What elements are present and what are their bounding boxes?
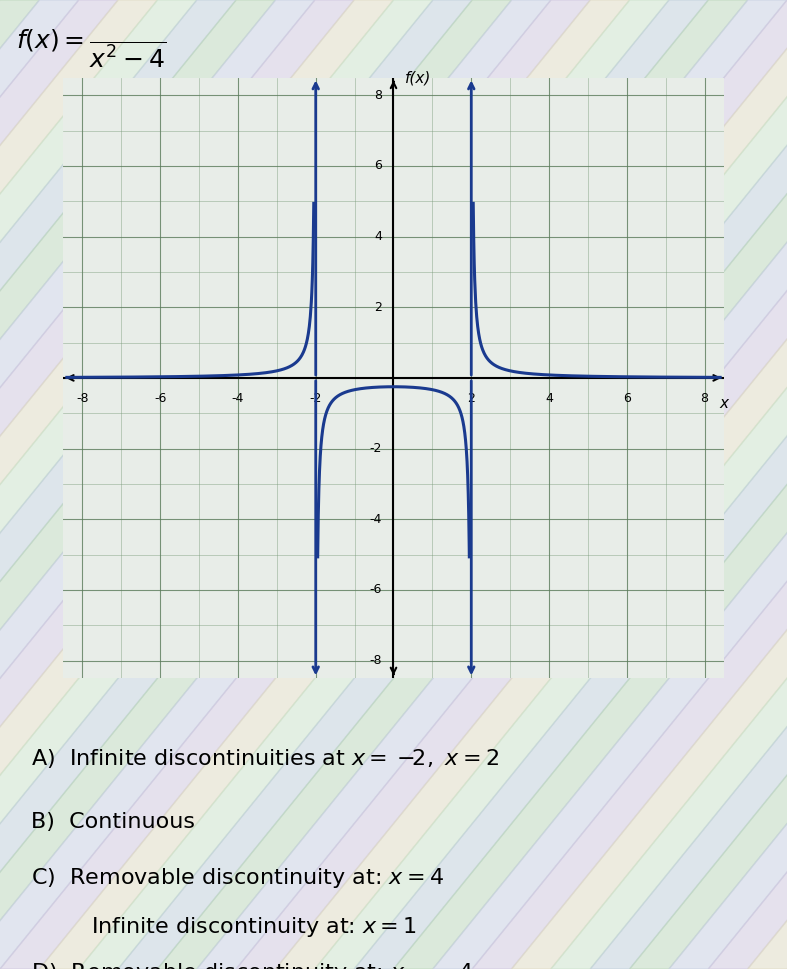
Polygon shape — [315, 0, 787, 969]
Polygon shape — [590, 0, 787, 969]
Polygon shape — [394, 0, 787, 969]
Text: 6: 6 — [374, 159, 382, 172]
Polygon shape — [0, 0, 315, 969]
Text: Infinite discontinuity at: $x = 1$: Infinite discontinuity at: $x = 1$ — [91, 915, 417, 939]
Polygon shape — [157, 0, 787, 969]
Polygon shape — [0, 0, 512, 969]
Text: -8: -8 — [76, 392, 89, 405]
Text: -8: -8 — [369, 654, 382, 667]
Polygon shape — [236, 0, 787, 969]
Polygon shape — [118, 0, 787, 969]
Text: 8: 8 — [374, 89, 382, 102]
Polygon shape — [0, 0, 236, 969]
Polygon shape — [0, 0, 39, 969]
Polygon shape — [0, 0, 118, 969]
Text: -6: -6 — [154, 392, 166, 405]
Polygon shape — [0, 0, 79, 969]
Polygon shape — [0, 0, 748, 969]
Polygon shape — [354, 0, 787, 969]
Polygon shape — [551, 0, 787, 969]
Polygon shape — [512, 0, 787, 969]
Polygon shape — [0, 0, 197, 969]
Polygon shape — [0, 0, 708, 969]
Polygon shape — [0, 0, 433, 969]
Text: 4: 4 — [374, 230, 382, 243]
Polygon shape — [0, 0, 472, 969]
Polygon shape — [433, 0, 787, 969]
Polygon shape — [39, 0, 787, 969]
Polygon shape — [0, 0, 669, 969]
Text: 2: 2 — [374, 300, 382, 314]
Polygon shape — [748, 0, 787, 969]
Text: B)  Continuous: B) Continuous — [31, 812, 195, 831]
Text: -2: -2 — [369, 442, 382, 455]
Text: -6: -6 — [369, 583, 382, 597]
Text: 8: 8 — [700, 392, 708, 405]
Polygon shape — [0, 0, 394, 969]
Text: $f(x) = \dfrac{\quad\quad}{x^2 - 4}$: $f(x) = \dfrac{\quad\quad}{x^2 - 4}$ — [16, 27, 166, 70]
Text: f(x): f(x) — [405, 70, 431, 85]
Polygon shape — [0, 0, 551, 969]
Polygon shape — [0, 0, 630, 969]
Polygon shape — [0, 0, 590, 969]
Polygon shape — [79, 0, 787, 969]
Polygon shape — [0, 0, 275, 969]
Polygon shape — [669, 0, 787, 969]
Text: C)  Removable discontinuity at: $x = 4$: C) Removable discontinuity at: $x = 4$ — [31, 866, 444, 890]
Text: 4: 4 — [545, 392, 553, 405]
Text: -4: -4 — [231, 392, 244, 405]
Text: A)  Infinite discontinuities at $x = -$$\!\!$$2,\ x = 2$: A) Infinite discontinuities at $x = -$$\… — [31, 746, 499, 769]
Polygon shape — [708, 0, 787, 969]
Polygon shape — [275, 0, 787, 969]
Text: -2: -2 — [309, 392, 322, 405]
Polygon shape — [197, 0, 787, 969]
Polygon shape — [630, 0, 787, 969]
Text: x: x — [719, 395, 729, 411]
Text: -4: -4 — [369, 513, 382, 526]
Polygon shape — [0, 0, 354, 969]
Text: 2: 2 — [467, 392, 475, 405]
Text: D)  Removable discontinuity at: $x = -4$: D) Removable discontinuity at: $x = -4$ — [31, 961, 473, 969]
Text: 6: 6 — [623, 392, 630, 405]
Polygon shape — [472, 0, 787, 969]
Polygon shape — [0, 0, 157, 969]
